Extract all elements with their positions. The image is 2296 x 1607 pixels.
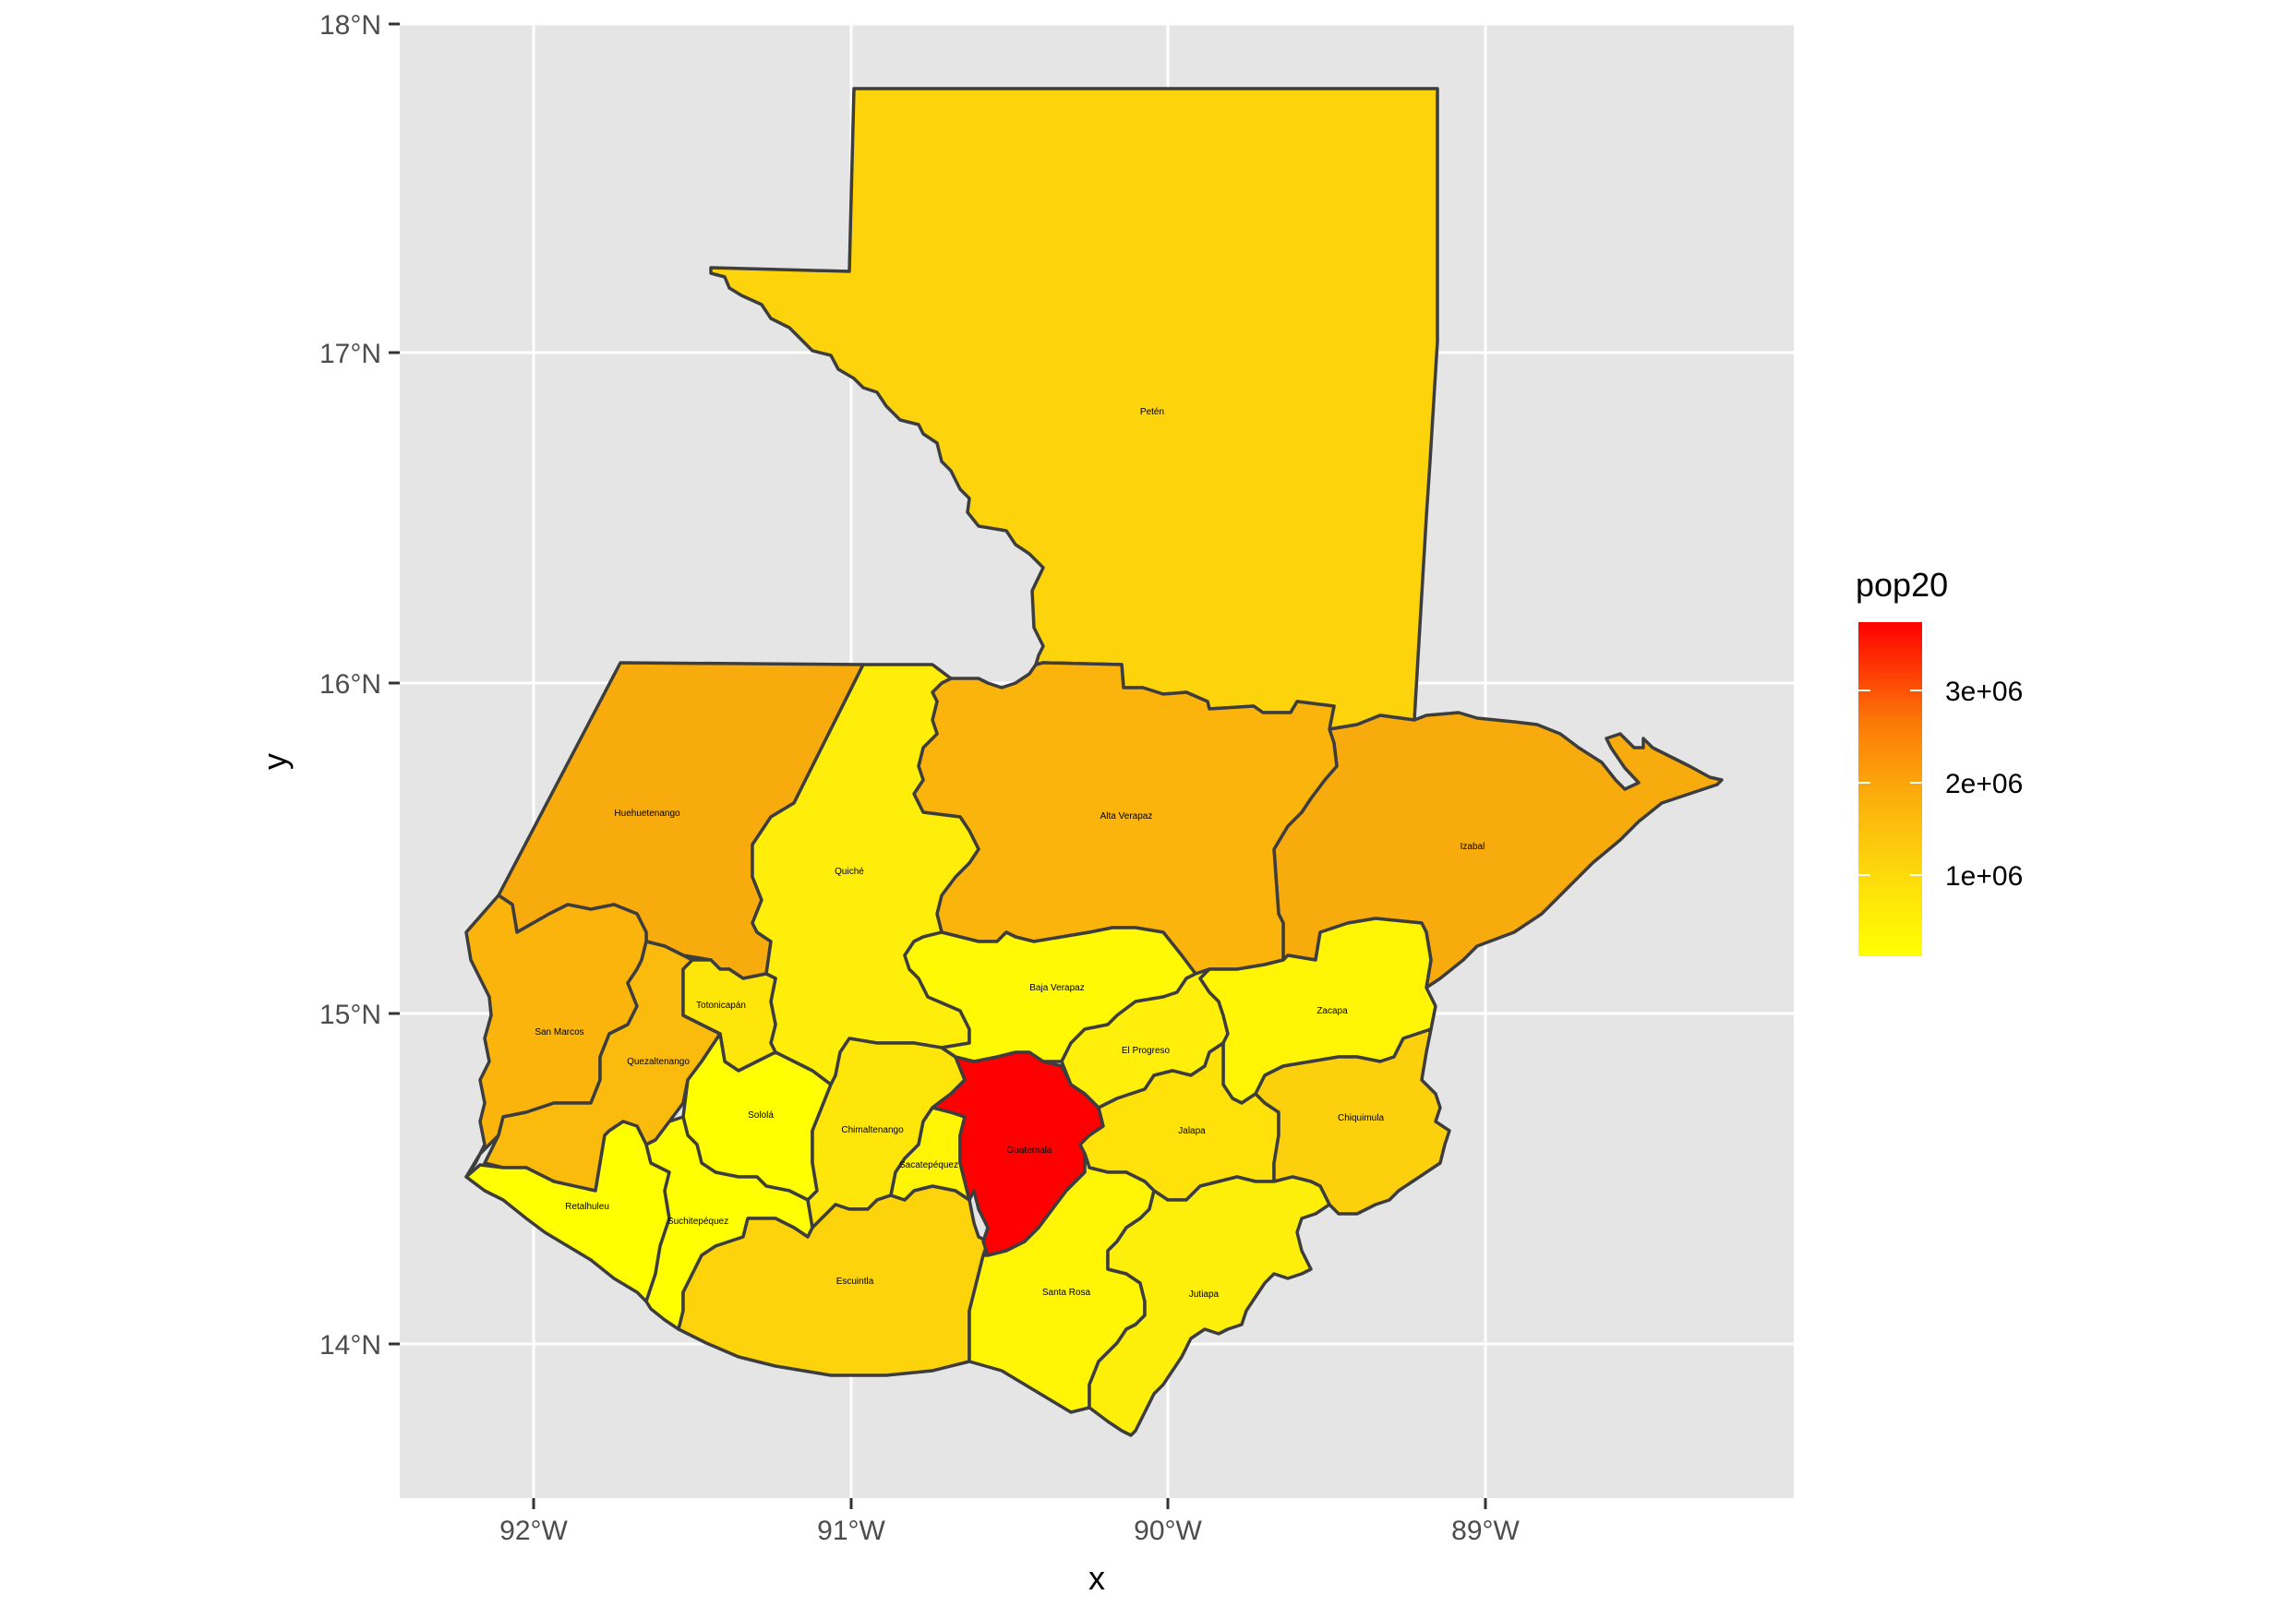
- region-totonicapan[interactable]: [681, 958, 777, 1073]
- label-baja-verapaz: Baja Verapaz: [1029, 983, 1085, 993]
- label-jutiapa: Jutiapa: [1189, 1289, 1220, 1300]
- legend-label-2e6: 2e+06: [1945, 769, 2023, 799]
- departments: [464, 87, 1724, 1437]
- label-totonicapan: Totonicapán: [696, 1001, 746, 1011]
- axis-ticks: [389, 22, 1487, 1509]
- legend-title: pop20: [1856, 566, 1948, 604]
- label-chimaltenango: Chimaltenango: [841, 1125, 904, 1135]
- x-tick-92: 92°W: [499, 1516, 568, 1546]
- label-suchitepequez: Suchitepéquez: [667, 1217, 728, 1227]
- y-tick-15: 15°N: [319, 1000, 381, 1030]
- label-quiche: Quiché: [835, 867, 864, 877]
- label-el-progreso: El Progreso: [1122, 1046, 1171, 1056]
- region-jutiapa[interactable]: [1088, 1175, 1331, 1437]
- y-tick-16: 16°N: [319, 669, 381, 700]
- label-solola: Sololá: [748, 1110, 774, 1121]
- y-tick-18: 18°N: [319, 10, 381, 41]
- x-tick-91: 91°W: [817, 1516, 885, 1546]
- x-tick-89: 89°W: [1451, 1516, 1520, 1546]
- label-alta-verapaz: Alta Verapaz: [1100, 811, 1153, 821]
- label-escuintla: Escuintla: [836, 1277, 874, 1287]
- legend-label-1e6: 1e+06: [1945, 861, 2023, 892]
- legend-label-3e6: 3e+06: [1945, 677, 2023, 707]
- y-tick-14: 14°N: [319, 1330, 381, 1361]
- label-quezaltenango: Quezaltenango: [627, 1057, 690, 1067]
- label-guatemala: Guatemala: [1007, 1145, 1052, 1156]
- label-santa-rosa: Santa Rosa: [1042, 1288, 1091, 1298]
- y-axis-labels: 18°N 17°N 16°N 15°N 14°N: [319, 10, 381, 1361]
- label-peten: Petén: [1140, 407, 1164, 417]
- legend: pop20 3e+06 2e+06 1e+06: [1856, 566, 2023, 956]
- legend-colorbar: [1858, 622, 1922, 956]
- department-labels: Petén Huehuetenango Quiché Alta Verapaz …: [535, 407, 1485, 1300]
- label-zacapa: Zacapa: [1316, 1006, 1348, 1016]
- y-tick-17: 17°N: [319, 339, 381, 369]
- label-chiquimula: Chiquimula: [1338, 1113, 1384, 1123]
- label-retalhuleu: Retalhuleu: [565, 1202, 609, 1212]
- label-izabal: Izabal: [1461, 842, 1485, 852]
- x-tick-90: 90°W: [1134, 1516, 1202, 1546]
- x-axis-labels: 92°W 91°W 90°W 89°W: [499, 1516, 1520, 1546]
- label-jalapa: Jalapa: [1178, 1126, 1206, 1136]
- label-huehuetenango: Huehuetenango: [614, 809, 680, 819]
- label-san-marcos: San Marcos: [535, 1027, 583, 1037]
- label-sacatepequez: Sacatepéquez: [899, 1160, 958, 1170]
- y-axis-title: y: [256, 753, 294, 770]
- x-axis-title: x: [1088, 1559, 1105, 1597]
